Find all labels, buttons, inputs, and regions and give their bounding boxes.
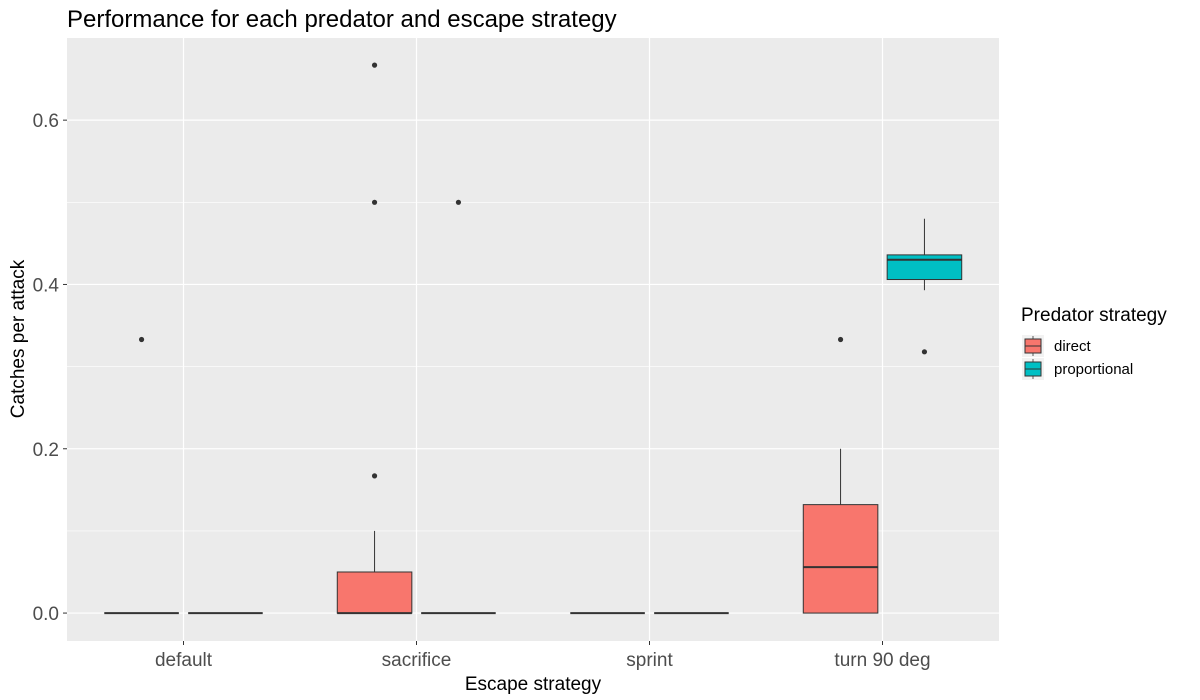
legend-key-direct [1022,335,1044,357]
outlier-point [138,336,145,343]
box-body [802,504,879,614]
outlier-point [921,349,928,355]
outlier-point [837,336,844,343]
legend-key-proportional [1022,358,1044,380]
box-body [886,254,963,281]
x-axis: default sacrifice sprint turn 90 deg [155,641,931,671]
box-direct-sacrifice [336,62,413,615]
legend-label: proportional [1054,361,1133,378]
x-tick-label: sacrifice [382,650,452,671]
y-tick-label: 0.2 [33,440,59,461]
outlier-point [371,473,378,479]
x-tick-label: default [155,650,213,671]
x-tick-label: turn 90 deg [834,650,930,671]
box-direct-default [104,336,179,615]
box-body [336,571,413,614]
box-direct-turn-90-deg [802,336,879,614]
y-tick-label: 0.6 [33,111,59,132]
outlier-point [371,62,378,68]
y-axis-title: Catches per attack [8,259,29,418]
y-axis: 0.0 0.2 0.4 0.6 [33,111,67,625]
legend-title: Predator strategy [1021,305,1167,326]
legend-label: direct [1054,338,1092,355]
x-tick-label: sprint [626,650,673,671]
legend: Predator strategy direct proportional [1021,305,1167,380]
grid-lines [67,38,999,641]
y-tick-label: 0.0 [33,604,59,625]
outlier-point [455,199,462,205]
outlier-point [371,199,378,205]
x-axis-title: Escape strategy [465,674,602,695]
box-proportional-turn-90-deg [886,218,963,355]
box-series [104,62,963,615]
y-tick-label: 0.4 [33,275,60,296]
chart-title: Performance for each predator and escape… [67,6,617,33]
box-proportional-sacrifice [421,199,496,615]
